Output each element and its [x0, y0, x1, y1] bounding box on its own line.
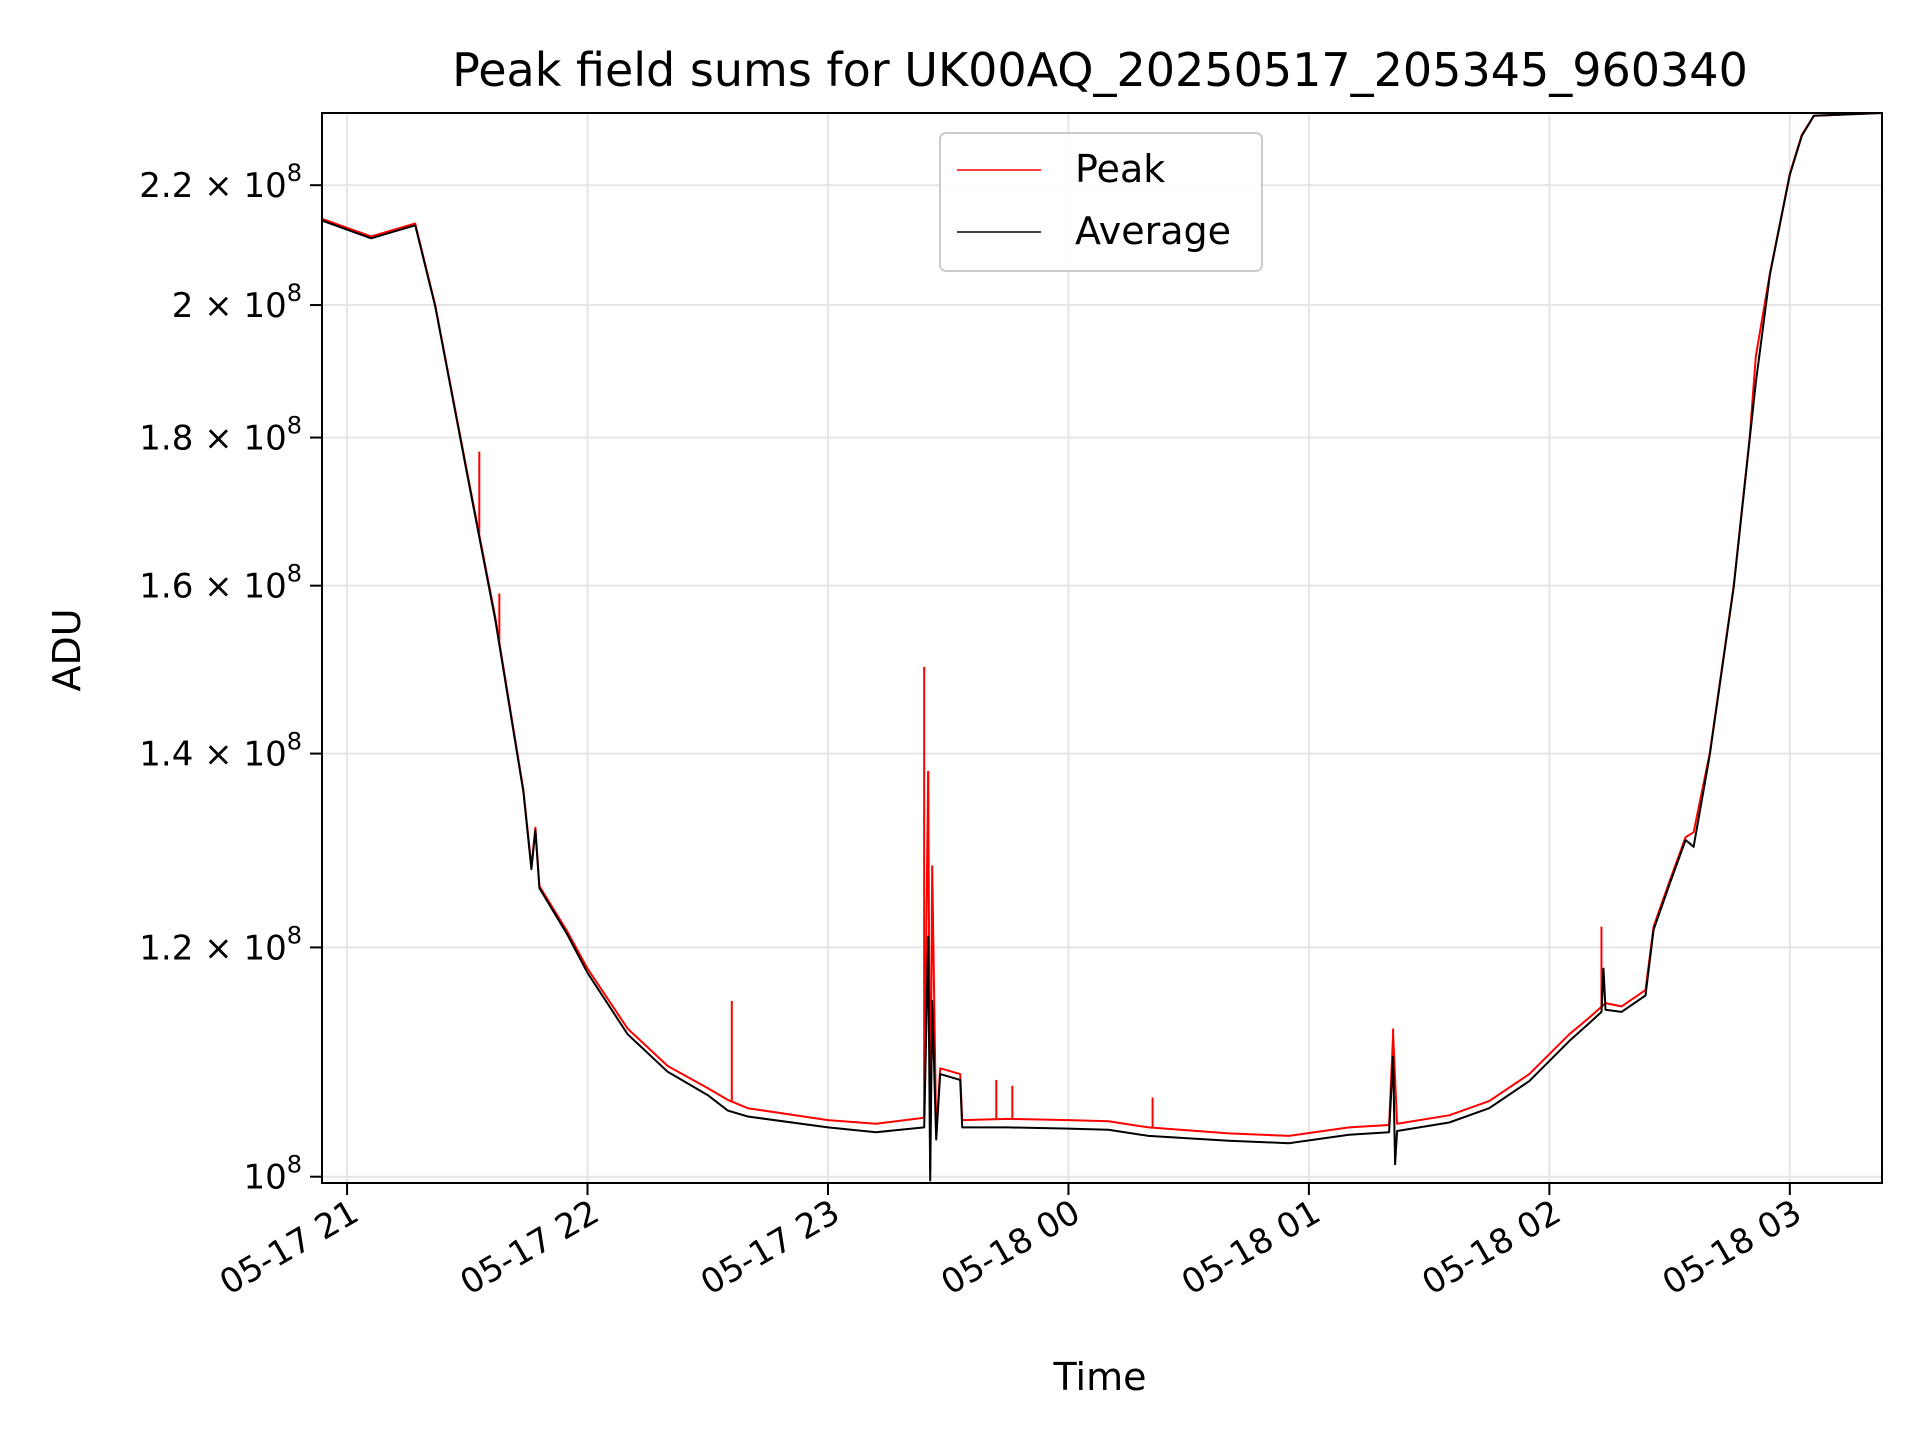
plot-frame — [321, 112, 1883, 1184]
y-tick-exponent: 8 — [287, 159, 302, 187]
y-tick-exponent: 8 — [287, 921, 302, 949]
y-tick-mantissa: 2 × 10 — [172, 286, 287, 326]
y-tick-mantissa: 10 — [243, 1158, 286, 1198]
y-tick-exponent: 8 — [287, 728, 302, 756]
y-tick-mantissa: 2.2 × 10 — [139, 166, 286, 206]
series-average — [322, 113, 1882, 1182]
legend-peak-label: Peak — [1075, 147, 1165, 191]
legend-average-label: Average — [1075, 209, 1231, 253]
legend: Peak Average — [939, 132, 1263, 272]
y-tick-mantissa: 1.2 × 10 — [139, 928, 286, 968]
y-tick-exponent: 8 — [287, 412, 302, 440]
chart-title: Peak field sums for UK00AQ_20250517_2053… — [452, 43, 1748, 97]
y-tick-exponent: 8 — [287, 560, 302, 588]
y-tick-exponent: 8 — [287, 279, 302, 307]
y-tick-label: 1.4 × 108 — [139, 728, 302, 775]
y-tick-mantissa: 1.8 × 10 — [139, 419, 286, 459]
legend-box — [939, 132, 1263, 272]
series-peak — [322, 113, 1882, 1172]
x-axis-label: Time — [1053, 1355, 1147, 1399]
y-tick-label: 1.6 × 108 — [139, 560, 302, 607]
y-tick-label: 108 — [243, 1151, 302, 1198]
y-tick-label: 1.2 × 108 — [139, 921, 302, 968]
series-line-average — [322, 113, 1882, 1182]
y-axis-label: ADU — [45, 608, 89, 691]
y-tick-label: 2.2 × 108 — [139, 159, 302, 206]
series-line-peak — [322, 113, 1882, 1172]
y-tick-label: 2 × 108 — [172, 279, 302, 326]
y-tick-mantissa: 1.6 × 10 — [139, 567, 286, 607]
y-tick-exponent: 8 — [287, 1151, 302, 1179]
y-tick-mantissa: 1.4 × 10 — [139, 735, 286, 775]
series-layer — [322, 113, 1882, 1182]
y-tick-label: 1.8 × 108 — [139, 412, 302, 459]
